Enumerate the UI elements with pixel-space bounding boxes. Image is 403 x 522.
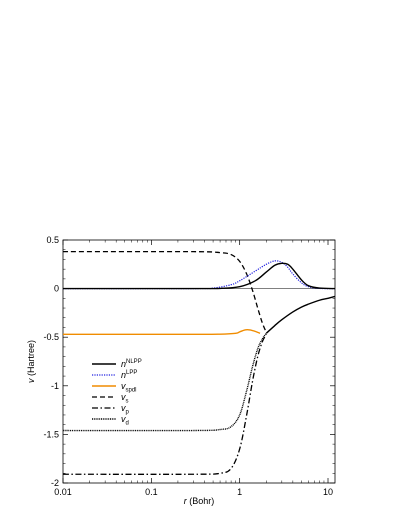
legend-sub: s bbox=[126, 399, 129, 405]
series-line-0 bbox=[63, 262, 335, 290]
plot-frame bbox=[62, 239, 336, 484]
legend-label-5: vd bbox=[121, 414, 129, 427]
y-tick-label: 0.5 bbox=[46, 235, 59, 245]
x-tick-label: 1 bbox=[237, 487, 242, 497]
series-line-2 bbox=[63, 329, 261, 335]
series-line-6 bbox=[265, 295, 335, 334]
series-line-5 bbox=[63, 332, 267, 432]
legend-var: v bbox=[121, 381, 126, 391]
y-tick-label: -0.5 bbox=[43, 332, 59, 342]
series-line-4 bbox=[63, 333, 267, 475]
series-group bbox=[63, 250, 335, 475]
legend-var: n bbox=[121, 359, 126, 369]
legend-sub: d bbox=[126, 421, 129, 427]
legend-sub: p bbox=[126, 410, 130, 416]
legend-var: v bbox=[121, 403, 126, 413]
x-axis-var: r bbox=[184, 496, 188, 506]
y-axis-unit: (Hartree) bbox=[26, 340, 36, 379]
legend-var: v bbox=[121, 414, 126, 424]
x-tick-label: 0.1 bbox=[145, 487, 158, 497]
series-line-3 bbox=[63, 250, 267, 333]
legend-var: v bbox=[121, 392, 126, 402]
y-tick-label: -1.5 bbox=[43, 429, 59, 439]
legend-label-0: nNLPP bbox=[121, 359, 142, 369]
legend-label-4: vp bbox=[121, 403, 130, 416]
legend-label-2: vspdl bbox=[121, 381, 137, 394]
x-axis-unit: (Bohr) bbox=[187, 496, 215, 506]
y-tick-label: -2 bbox=[51, 478, 59, 488]
y-axis-var: v bbox=[26, 378, 36, 383]
axis-ticks: 0.01 0.1 1 10 0.5 0 -0.5 -1 -1.5 -2 bbox=[43, 235, 335, 497]
legend-label-3: vs bbox=[121, 392, 129, 405]
legend-var: n bbox=[121, 370, 126, 380]
y-axis-title: v (Hartree) bbox=[26, 340, 36, 383]
y-tick-label: 0 bbox=[54, 284, 59, 294]
legend-sup: NLPP bbox=[126, 359, 142, 365]
x-axis-title: r (Bohr) bbox=[184, 496, 215, 506]
series-layer bbox=[63, 250, 335, 475]
series-line-1 bbox=[63, 260, 335, 290]
x-tick-label: 0.01 bbox=[54, 487, 72, 497]
legend-sub: spdl bbox=[126, 388, 137, 394]
y-tick-label: -1 bbox=[51, 381, 59, 391]
legend-sup: LPP bbox=[126, 370, 137, 376]
x-tick-label: 10 bbox=[323, 487, 333, 497]
legend-label-1: nLPP bbox=[121, 370, 137, 380]
